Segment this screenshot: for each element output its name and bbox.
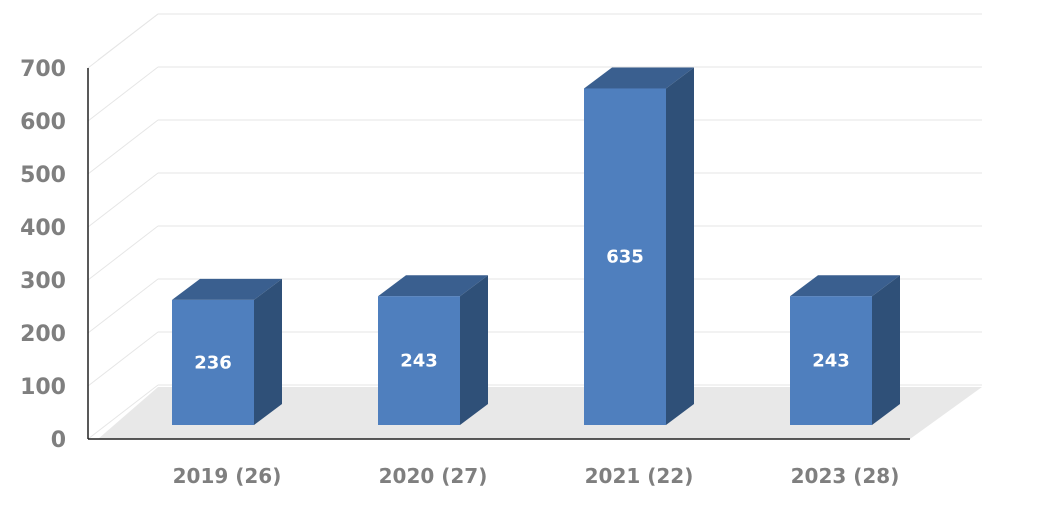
bar-top <box>172 278 282 300</box>
bar-top <box>584 67 694 89</box>
gridline-side <box>97 13 159 61</box>
bar-side <box>666 67 694 425</box>
x-category-label: 2023 (28) <box>791 464 900 488</box>
bar-front <box>790 296 872 425</box>
bar-top <box>378 275 488 297</box>
gridline-side <box>87 119 159 175</box>
x-axis-labels: 2019 (26) 2020 (27) 2021 (22) 2023 (28) <box>173 464 900 488</box>
bar-side <box>872 275 900 425</box>
bar-value-label: 236 <box>194 352 232 373</box>
y-axis-ticks: 0 100 200 300 400 500 600 700 <box>20 57 66 453</box>
gridline-side <box>87 331 159 387</box>
bar-front <box>378 296 460 425</box>
gridline-side <box>87 66 159 122</box>
y-tick-label: 500 <box>20 163 66 188</box>
bar: 635 <box>584 67 694 425</box>
x-category-label: 2020 (27) <box>379 464 488 488</box>
bar-front <box>584 88 666 425</box>
chart-floor <box>98 387 982 439</box>
bar: 243 <box>378 275 488 425</box>
y-tick-label: 0 <box>51 428 66 453</box>
gridline-side <box>87 172 159 228</box>
x-category-label: 2019 (26) <box>173 464 282 488</box>
y-tick-label: 400 <box>20 216 66 241</box>
y-tick-label: 100 <box>20 375 66 400</box>
bar-value-label: 635 <box>606 247 644 268</box>
bar-value-label: 243 <box>400 351 438 372</box>
gridline-side <box>87 384 159 440</box>
bar-front <box>172 299 254 425</box>
bar-side <box>460 275 488 425</box>
y-tick-label: 700 <box>20 57 66 82</box>
bar: 236 <box>172 278 282 425</box>
gridline-side <box>87 278 159 334</box>
x-category-label: 2021 (22) <box>585 464 694 488</box>
bar-value-label: 243 <box>812 351 850 372</box>
gridlines <box>87 13 982 440</box>
bar-top <box>790 275 900 297</box>
y-tick-label: 300 <box>20 269 66 294</box>
y-tick-label: 200 <box>20 322 66 347</box>
y-tick-label: 600 <box>20 110 66 135</box>
bar-side <box>254 278 282 425</box>
gridline-side <box>87 225 159 281</box>
bar: 243 <box>790 275 900 425</box>
bars: 236 243 635 243 <box>172 67 900 425</box>
